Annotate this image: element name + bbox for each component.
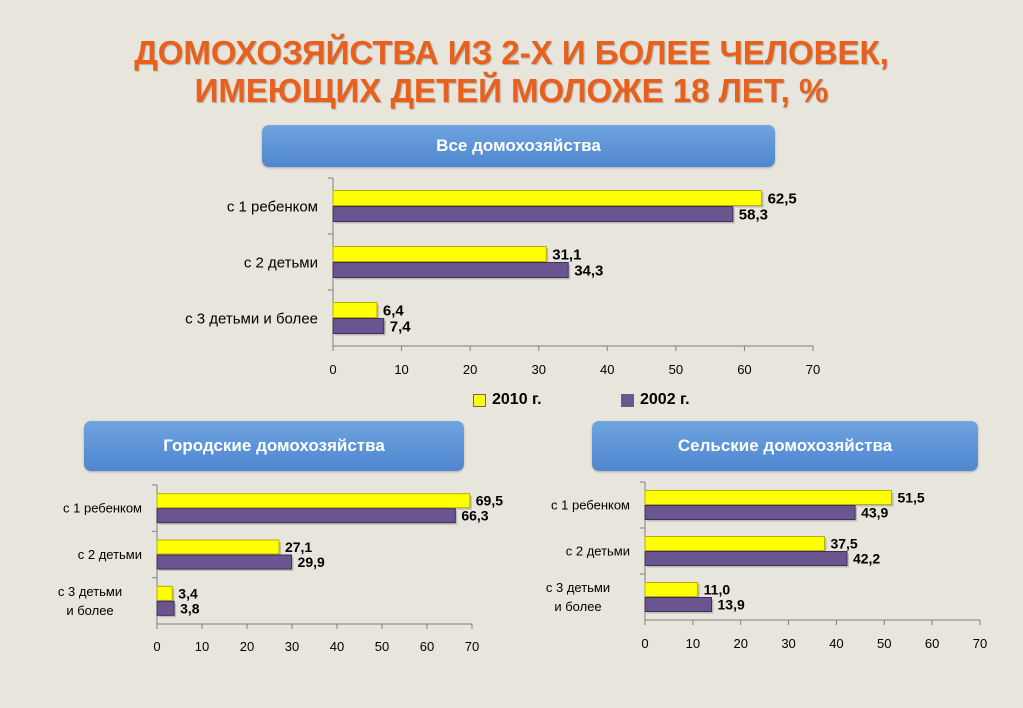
x-tick-label: 70 xyxy=(465,639,479,654)
data-label-2010: 6,4 xyxy=(383,302,405,319)
data-label-2010: 31,1 xyxy=(552,246,581,263)
category-label: с 2 детьми xyxy=(78,547,142,562)
bar-2010 xyxy=(156,539,280,555)
chart-title-all: Все домохозяйства xyxy=(262,125,775,167)
data-label-2002: 29,9 xyxy=(298,554,325,570)
x-tick-label: 10 xyxy=(394,362,408,377)
x-tick-label: 40 xyxy=(829,636,843,651)
x-tick-label: 40 xyxy=(600,362,614,377)
data-label-2010: 62,5 xyxy=(768,190,797,207)
bar-2002 xyxy=(644,597,713,612)
legend-label-2002: 2002 г. xyxy=(640,391,690,408)
legend-swatch-2010 xyxy=(473,393,486,407)
data-label-2010: 11,0 xyxy=(704,582,731,598)
bar-2010 xyxy=(644,490,892,505)
chart-title-rural: Сельские домохозяйства xyxy=(592,421,978,471)
page-title-line1: ДОМОХОЗЯЙСТВА ИЗ 2-Х И БОЛЕЕ ЧЕЛОВЕК, xyxy=(134,34,889,71)
x-tick-label: 10 xyxy=(686,636,700,651)
bar-2002 xyxy=(332,318,385,334)
x-tick-label: 30 xyxy=(781,636,795,651)
x-tick-label: 10 xyxy=(195,639,209,654)
x-tick-label: 0 xyxy=(641,636,648,651)
bar-2002 xyxy=(332,262,569,278)
category-label: с 3 детьми и более xyxy=(546,580,610,614)
bar-2002 xyxy=(156,554,293,570)
data-label-2010: 69,5 xyxy=(476,493,503,509)
x-tick-label: 20 xyxy=(733,636,747,651)
bar-2010 xyxy=(332,246,547,262)
legend-item-2002: 2002 г. xyxy=(621,389,690,411)
x-tick-label: 60 xyxy=(420,639,434,654)
category-label: с 1 ребенком xyxy=(551,498,630,513)
bar-2010 xyxy=(156,585,173,601)
category-label: с 1 ребенком xyxy=(227,198,318,215)
legend-label-2010: 2010 г. xyxy=(492,391,542,408)
category-label: с 2 детьми xyxy=(566,544,630,559)
x-tick-label: 20 xyxy=(463,362,477,377)
x-tick-label: 60 xyxy=(925,636,939,651)
category-label: с 2 детьми xyxy=(244,254,318,271)
legend-swatch-2002 xyxy=(621,393,634,407)
x-tick-label: 50 xyxy=(375,639,389,654)
x-tick-label: 40 xyxy=(330,639,344,654)
x-tick-label: 30 xyxy=(285,639,299,654)
data-label-2002: 42,2 xyxy=(853,551,880,567)
page-title: ДОМОХОЗЯЙСТВА ИЗ 2-Х И БОЛЕЕ ЧЕЛОВЕК, ИМ… xyxy=(0,34,1023,110)
bar-2010 xyxy=(332,302,378,318)
x-tick-label: 70 xyxy=(806,362,820,377)
data-label-2002: 34,3 xyxy=(574,262,603,279)
chart-title-urban: Городские домохозяйства xyxy=(84,421,464,471)
bar-2010 xyxy=(644,536,825,551)
data-label-2010: 51,5 xyxy=(897,490,924,506)
category-label: с 3 детьми и более xyxy=(58,584,122,618)
x-tick-label: 60 xyxy=(737,362,751,377)
bar-2002 xyxy=(644,505,856,520)
data-label-2002: 43,9 xyxy=(861,505,888,521)
x-tick-label: 70 xyxy=(973,636,987,651)
x-tick-label: 30 xyxy=(531,362,545,377)
x-tick-label: 0 xyxy=(153,639,160,654)
data-label-2002: 3,8 xyxy=(180,600,200,616)
category-label: с 3 детьми и более xyxy=(185,310,318,327)
x-tick-label: 0 xyxy=(329,362,336,377)
data-label-2010: 27,1 xyxy=(285,539,312,555)
category-label: с 1 ребенком xyxy=(63,501,142,516)
bar-2002 xyxy=(156,600,175,616)
data-label-2002: 58,3 xyxy=(739,206,768,223)
x-tick-label: 50 xyxy=(669,362,683,377)
x-tick-label: 50 xyxy=(877,636,891,651)
bar-2002 xyxy=(332,206,734,222)
legend-item-2010: 2010 г. xyxy=(473,389,542,411)
bar-2002 xyxy=(644,551,848,566)
bar-2002 xyxy=(156,508,456,524)
bar-2010 xyxy=(332,190,763,206)
data-label-2002: 13,9 xyxy=(718,597,745,613)
data-label-2002: 66,3 xyxy=(461,508,488,524)
data-label-2002: 7,4 xyxy=(390,318,412,335)
data-label-2010: 37,5 xyxy=(830,536,857,552)
x-tick-label: 20 xyxy=(240,639,254,654)
bar-2010 xyxy=(644,582,699,597)
page-title-line2: ИМЕЮЩИХ ДЕТЕЙ МОЛОЖЕ 18 ЛЕТ, % xyxy=(194,72,829,109)
data-label-2010: 3,4 xyxy=(178,585,198,601)
bar-2010 xyxy=(156,493,471,509)
